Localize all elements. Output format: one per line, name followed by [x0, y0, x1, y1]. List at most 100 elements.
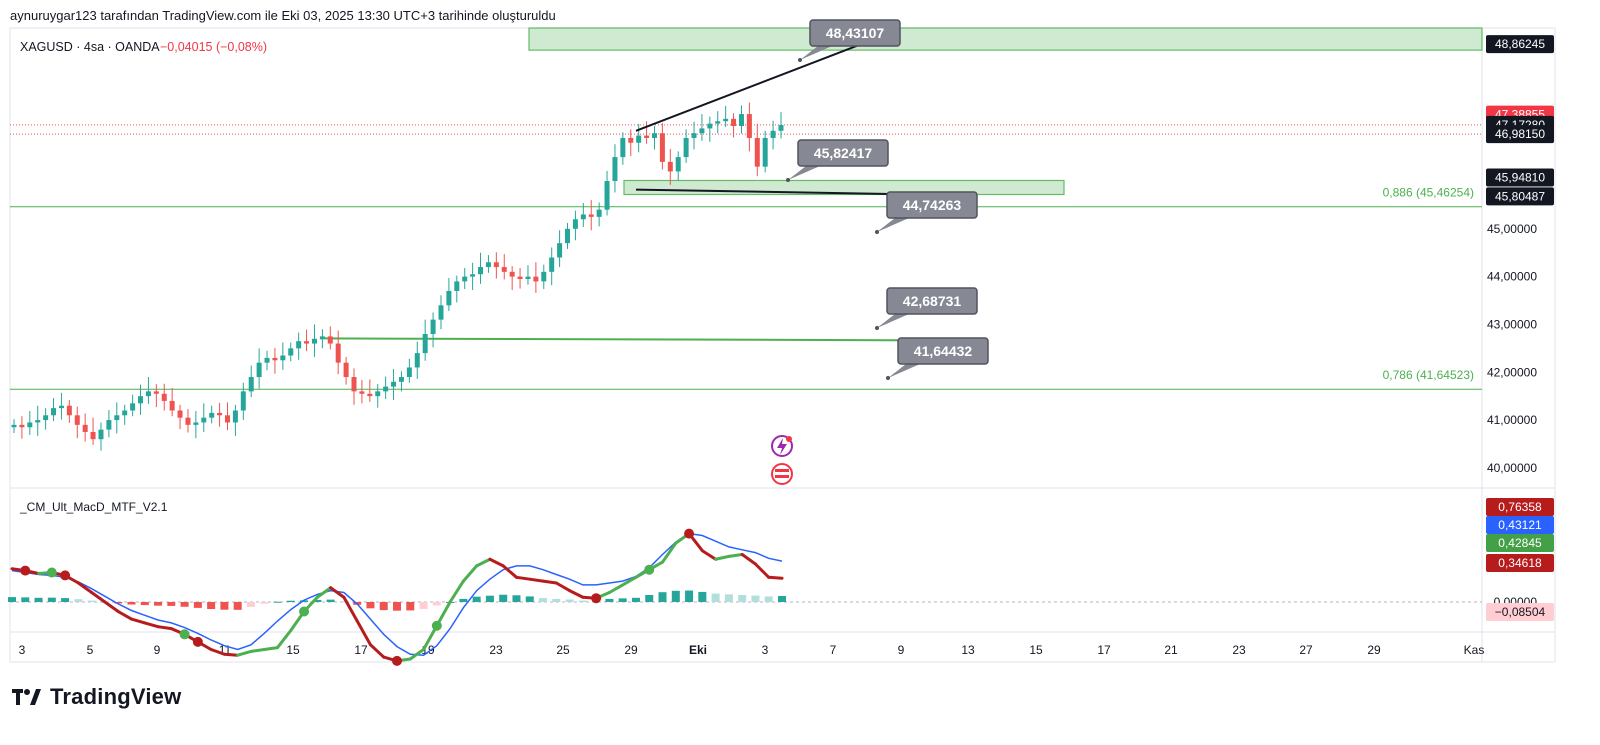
candle-body [778, 125, 784, 131]
y-tick-label: 45,00000 [1487, 222, 1537, 236]
candle-body [43, 415, 49, 421]
histogram-bar [127, 602, 136, 605]
histogram-bar [552, 598, 561, 602]
candle-body [644, 135, 650, 138]
candle-body [565, 228, 571, 244]
macd-line-segment [116, 610, 133, 621]
histogram-bar [499, 594, 508, 602]
histogram-bar [180, 602, 189, 607]
candle-body [699, 128, 705, 134]
chart-header: aynuruygar123 tarafından TradingView.com… [10, 8, 556, 23]
histogram-bar [631, 597, 640, 602]
histogram-bar [764, 596, 773, 602]
macd-line-segment [661, 541, 678, 564]
candle-body [596, 209, 602, 217]
candle-body [723, 118, 729, 122]
macd-line-segment [727, 553, 744, 558]
macd-signal-line [11, 532, 783, 656]
candle-body [177, 410, 183, 418]
candle-body [731, 118, 737, 127]
tradingview-logo: TradingView [12, 684, 181, 710]
candle-body [770, 130, 776, 138]
histogram-bar [326, 599, 335, 602]
candle-body [580, 214, 586, 220]
histogram-bar [393, 602, 401, 611]
callout-pointer [788, 166, 820, 180]
callout-box [809, 19, 901, 47]
price-axis-label-bg [1486, 187, 1554, 206]
candle-body [185, 417, 191, 425]
candle-body [738, 114, 744, 127]
price-axis-label: 46,98150 [1495, 127, 1545, 141]
macd-line-segment [714, 554, 731, 561]
histogram-bar [140, 602, 149, 606]
callout-anchor [886, 376, 890, 380]
x-tick-label: Eki [689, 643, 707, 657]
macd-line-segment [76, 581, 94, 594]
histogram-bar [685, 590, 694, 602]
histogram-bar [286, 600, 295, 602]
macd-line-segment [156, 625, 173, 631]
histogram-bar [459, 598, 468, 602]
crossover-dot [60, 570, 71, 581]
macd-value-label: −0,08504 [1495, 605, 1546, 619]
histogram-bar [618, 598, 627, 602]
candle-body [549, 257, 555, 272]
x-tick-label: 21 [1164, 643, 1178, 657]
x-tick-label: 15 [286, 643, 300, 657]
symbol-change: −0,04015 (−0,08%) [160, 40, 267, 54]
callout-label: 48,43107 [826, 25, 885, 41]
histogram-bar [379, 602, 388, 611]
histogram-bar [432, 602, 441, 606]
candle-body [201, 417, 207, 423]
histogram-bar [645, 595, 654, 602]
candle-body [509, 271, 515, 277]
macd-line-segment [236, 649, 253, 657]
macd-value-label-bg [1486, 554, 1554, 572]
histogram-bar [61, 598, 70, 602]
histogram-bar [525, 596, 534, 602]
x-tick-label: 3 [19, 643, 26, 657]
chart-canvas[interactable]: 40,00000 41,00000 42,00000 43,00000 44,00000… [0, 0, 1600, 670]
candle-body [541, 271, 547, 282]
histogram-bar [300, 600, 309, 602]
x-tick-label: 25 [556, 643, 570, 657]
candle-body [675, 157, 681, 172]
candle-body [446, 290, 452, 306]
x-tick-label: 17 [1097, 643, 1111, 657]
candle-body [256, 362, 262, 378]
callout-pointer [888, 364, 920, 378]
callout-box [886, 191, 978, 219]
x-tick-label: 23 [1232, 643, 1246, 657]
candle-body [288, 348, 294, 356]
callout-pointer [877, 314, 909, 328]
macd-line-segment [355, 619, 372, 647]
candle-body [311, 338, 317, 344]
candle-body [501, 267, 507, 272]
x-tick-label: 9 [898, 643, 905, 657]
macd-line-segment [461, 564, 479, 583]
histogram-bar [578, 600, 587, 602]
lightning-icon [777, 438, 787, 455]
candle-body [114, 415, 120, 421]
crossover-dot [299, 606, 310, 617]
candle-body [240, 391, 246, 411]
macd-value-label: 0,43121 [1498, 518, 1542, 532]
candle-body [11, 424, 17, 428]
histogram-bar [724, 594, 733, 602]
candle-body [667, 161, 673, 172]
callout-label: 44,74263 [903, 197, 962, 213]
price-axis-label-bg [1486, 125, 1554, 144]
candle-body [438, 305, 444, 320]
x-tick-label: 29 [1367, 643, 1381, 657]
symbol-title: XAGUSD · 4sa · OANDA [20, 40, 160, 54]
candle-body [19, 424, 25, 428]
callout-label: 45,82417 [814, 145, 873, 161]
callout-box [897, 337, 989, 365]
candle-body [280, 355, 286, 361]
y-tick-label: 40,00000 [1487, 461, 1537, 475]
candle-body [217, 412, 223, 416]
candle-body [636, 135, 642, 143]
supply-zone [528, 27, 1483, 51]
candle-body [414, 353, 420, 368]
